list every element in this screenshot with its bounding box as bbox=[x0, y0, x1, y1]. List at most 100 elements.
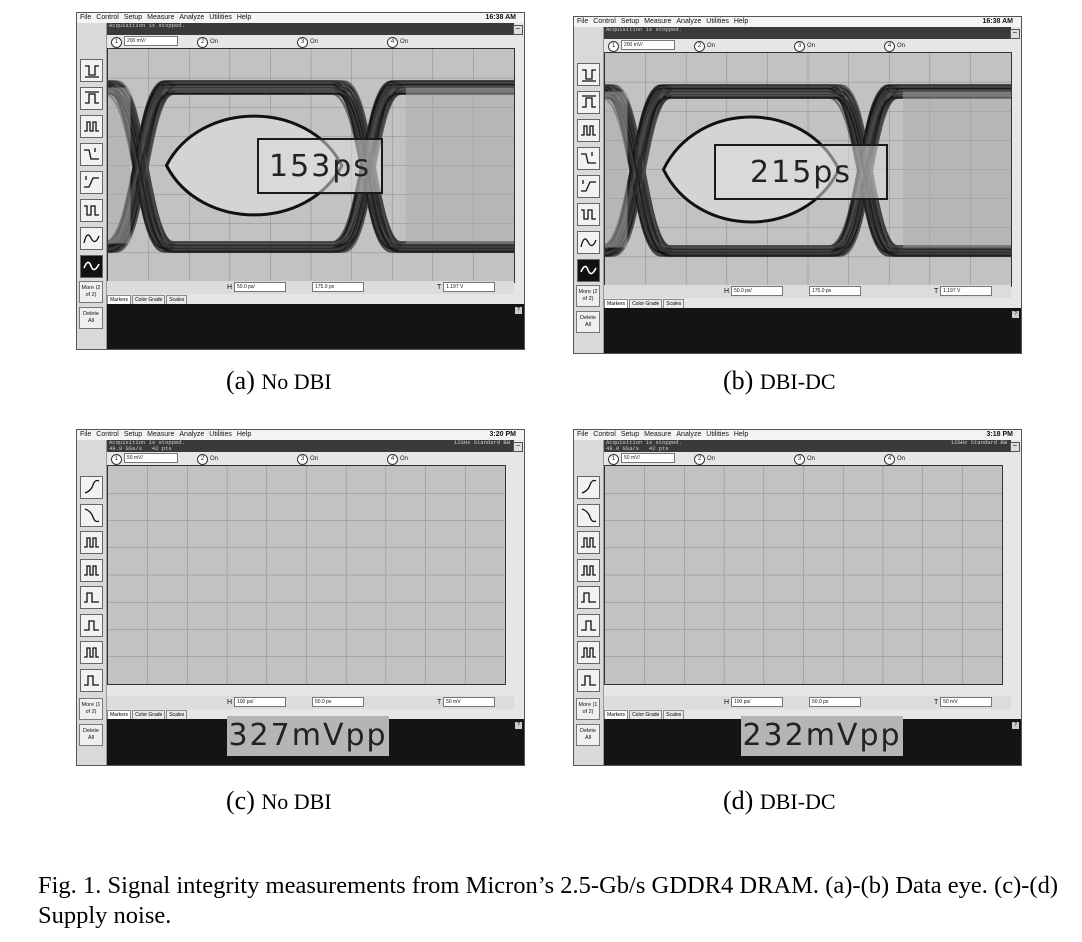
rising-edge-button[interactable] bbox=[577, 63, 600, 86]
period-button[interactable] bbox=[80, 586, 103, 609]
channel-2-control[interactable]: 2 On bbox=[197, 36, 218, 48]
horizontal-scale-field[interactable]: 100 ps/ bbox=[234, 697, 286, 708]
vertical-scale-field[interactable]: 200 mV/ bbox=[621, 40, 675, 51]
minimize-button[interactable]: – bbox=[1010, 29, 1020, 39]
jitter-edge-button[interactable] bbox=[80, 171, 103, 194]
minimize-button[interactable]: – bbox=[513, 25, 523, 35]
delete-all-button[interactable]: Delete All bbox=[576, 724, 600, 746]
vertical-scale-field[interactable]: 50 mV/ bbox=[124, 453, 178, 464]
burst-width-button[interactable] bbox=[577, 641, 600, 664]
channel-4-control[interactable]: 4 On bbox=[387, 36, 408, 48]
waveform-button[interactable] bbox=[577, 231, 600, 254]
duty-cycle-button[interactable] bbox=[80, 668, 103, 692]
horizontal-scale-control[interactable]: H 50.0 ps/ bbox=[227, 281, 286, 294]
horizontal-position-field[interactable]: 50.0 ps bbox=[809, 697, 861, 708]
pulse-delay-button[interactable] bbox=[577, 558, 600, 582]
waveform-button[interactable] bbox=[80, 227, 103, 250]
horizontal-position-field[interactable]: 175.0 ps bbox=[809, 286, 861, 297]
falling-edge-button[interactable] bbox=[577, 91, 600, 114]
help-button[interactable]: ? bbox=[515, 307, 522, 314]
menu-item[interactable]: Help bbox=[236, 14, 252, 21]
channel-1-control[interactable]: 1 50 mV/ bbox=[111, 453, 178, 465]
trigger-level-control[interactable]: T 50 mV bbox=[934, 696, 993, 709]
delete-all-button[interactable]: Delete All bbox=[79, 724, 103, 746]
pulse-width-button[interactable] bbox=[80, 531, 103, 554]
pulse-train-button[interactable] bbox=[80, 115, 103, 138]
minimize-button[interactable]: – bbox=[513, 442, 523, 452]
menu-item[interactable]: Analyze bbox=[676, 431, 702, 438]
channel-4-control[interactable]: 4 On bbox=[387, 453, 408, 465]
fall-time-button[interactable] bbox=[577, 503, 600, 527]
tab-markers[interactable]: Markers bbox=[107, 295, 132, 304]
delete-all-button[interactable]: Delete All bbox=[576, 311, 600, 333]
horizontal-scale-field[interactable]: 50.0 ps/ bbox=[731, 286, 783, 297]
menu-item[interactable]: Measure bbox=[644, 431, 672, 438]
channel-2-control[interactable]: 2 On bbox=[694, 40, 715, 52]
tab-color-grade[interactable]: Color Grade bbox=[629, 299, 663, 308]
delete-all-button[interactable]: Delete All bbox=[79, 307, 103, 329]
more-button[interactable]: More (2 of 2) bbox=[79, 281, 103, 303]
tab-scales[interactable]: Scales bbox=[166, 710, 188, 719]
menu-item[interactable]: Utilities bbox=[706, 18, 729, 25]
positive-width-button[interactable] bbox=[577, 613, 600, 637]
pulse-width-button[interactable] bbox=[577, 531, 600, 554]
channel-1-control[interactable]: 1 200 mV/ bbox=[111, 36, 178, 48]
menu-item[interactable]: Setup bbox=[123, 431, 143, 438]
trigger-level-control[interactable]: T 50 mV bbox=[437, 696, 496, 709]
channel-3-control[interactable]: 3 On bbox=[794, 40, 815, 52]
menu-item[interactable]: Utilities bbox=[209, 14, 232, 21]
burst-width-button[interactable] bbox=[80, 641, 103, 664]
rising-edge-button[interactable] bbox=[80, 59, 103, 82]
period-button[interactable] bbox=[577, 586, 600, 609]
channel-2-control[interactable]: 2 On bbox=[197, 453, 218, 465]
jitter-edge-button[interactable] bbox=[577, 175, 600, 198]
positive-width-button[interactable] bbox=[80, 613, 103, 637]
channel-3-control[interactable]: 3 On bbox=[794, 453, 815, 465]
vertical-scale-field[interactable]: 50 mV/ bbox=[621, 453, 675, 464]
pulse-delay-button[interactable] bbox=[80, 558, 103, 582]
trigger-level-field[interactable]: 50 mV bbox=[443, 697, 496, 708]
horizontal-scale-field[interactable]: 50.0 ps/ bbox=[234, 282, 286, 293]
vertical-scale-field[interactable]: 200 mV/ bbox=[124, 36, 178, 47]
horizontal-position-control[interactable]: 175.0 ps bbox=[312, 281, 364, 294]
horizontal-scale-control[interactable]: H 100 ps/ bbox=[724, 696, 783, 709]
menu-item[interactable]: Measure bbox=[644, 18, 672, 25]
horizontal-position-control[interactable]: 50.0 ps bbox=[312, 696, 364, 709]
tab-markers[interactable]: Markers bbox=[604, 299, 629, 308]
clock-period-button[interactable] bbox=[577, 203, 600, 226]
channel-1-control[interactable]: 1 200 mV/ bbox=[608, 40, 675, 52]
menu-item[interactable]: Measure bbox=[147, 14, 175, 21]
more-button[interactable]: More (1 of 2) bbox=[576, 698, 600, 720]
menu-item[interactable]: Help bbox=[236, 431, 252, 438]
channel-4-control[interactable]: 4 On bbox=[884, 453, 905, 465]
trigger-level-control[interactable]: T 1.197 V bbox=[437, 281, 496, 294]
horizontal-scale-control[interactable]: H 50.0 ps/ bbox=[724, 285, 783, 298]
menu-item[interactable]: File bbox=[80, 431, 92, 438]
channel-1-control[interactable]: 1 50 mV/ bbox=[608, 453, 675, 465]
rise-time-button[interactable] bbox=[577, 476, 600, 499]
delayed-edge-button[interactable] bbox=[80, 143, 103, 166]
tab-color-grade[interactable]: Color Grade bbox=[132, 710, 166, 719]
tab-scales[interactable]: Scales bbox=[663, 710, 685, 719]
menu-item[interactable]: Control bbox=[96, 14, 119, 21]
more-button[interactable]: More (2 of 2) bbox=[576, 285, 600, 307]
pulse-train-button[interactable] bbox=[577, 119, 600, 142]
menu-item[interactable]: File bbox=[577, 431, 589, 438]
channel-2-control[interactable]: 2 On bbox=[694, 453, 715, 465]
rise-time-button[interactable] bbox=[80, 476, 103, 499]
menu-item[interactable]: Control bbox=[593, 18, 616, 25]
trigger-level-field[interactable]: 1.197 V bbox=[940, 286, 993, 297]
menu-item[interactable]: Help bbox=[733, 431, 749, 438]
help-button[interactable]: ? bbox=[515, 722, 522, 729]
falling-edge-button[interactable] bbox=[80, 87, 103, 110]
channel-3-control[interactable]: 3 On bbox=[297, 453, 318, 465]
menu-item[interactable]: Setup bbox=[123, 14, 143, 21]
trigger-level-field[interactable]: 1.197 V bbox=[443, 282, 496, 293]
horizontal-scale-control[interactable]: H 100 ps/ bbox=[227, 696, 286, 709]
menu-item[interactable]: Control bbox=[96, 431, 119, 438]
clock-period-button[interactable] bbox=[80, 199, 103, 222]
menu-item[interactable]: File bbox=[577, 18, 589, 25]
horizontal-position-control[interactable]: 50.0 ps bbox=[809, 696, 861, 709]
menu-item[interactable]: Utilities bbox=[706, 431, 729, 438]
trigger-level-control[interactable]: T 1.197 V bbox=[934, 285, 993, 298]
